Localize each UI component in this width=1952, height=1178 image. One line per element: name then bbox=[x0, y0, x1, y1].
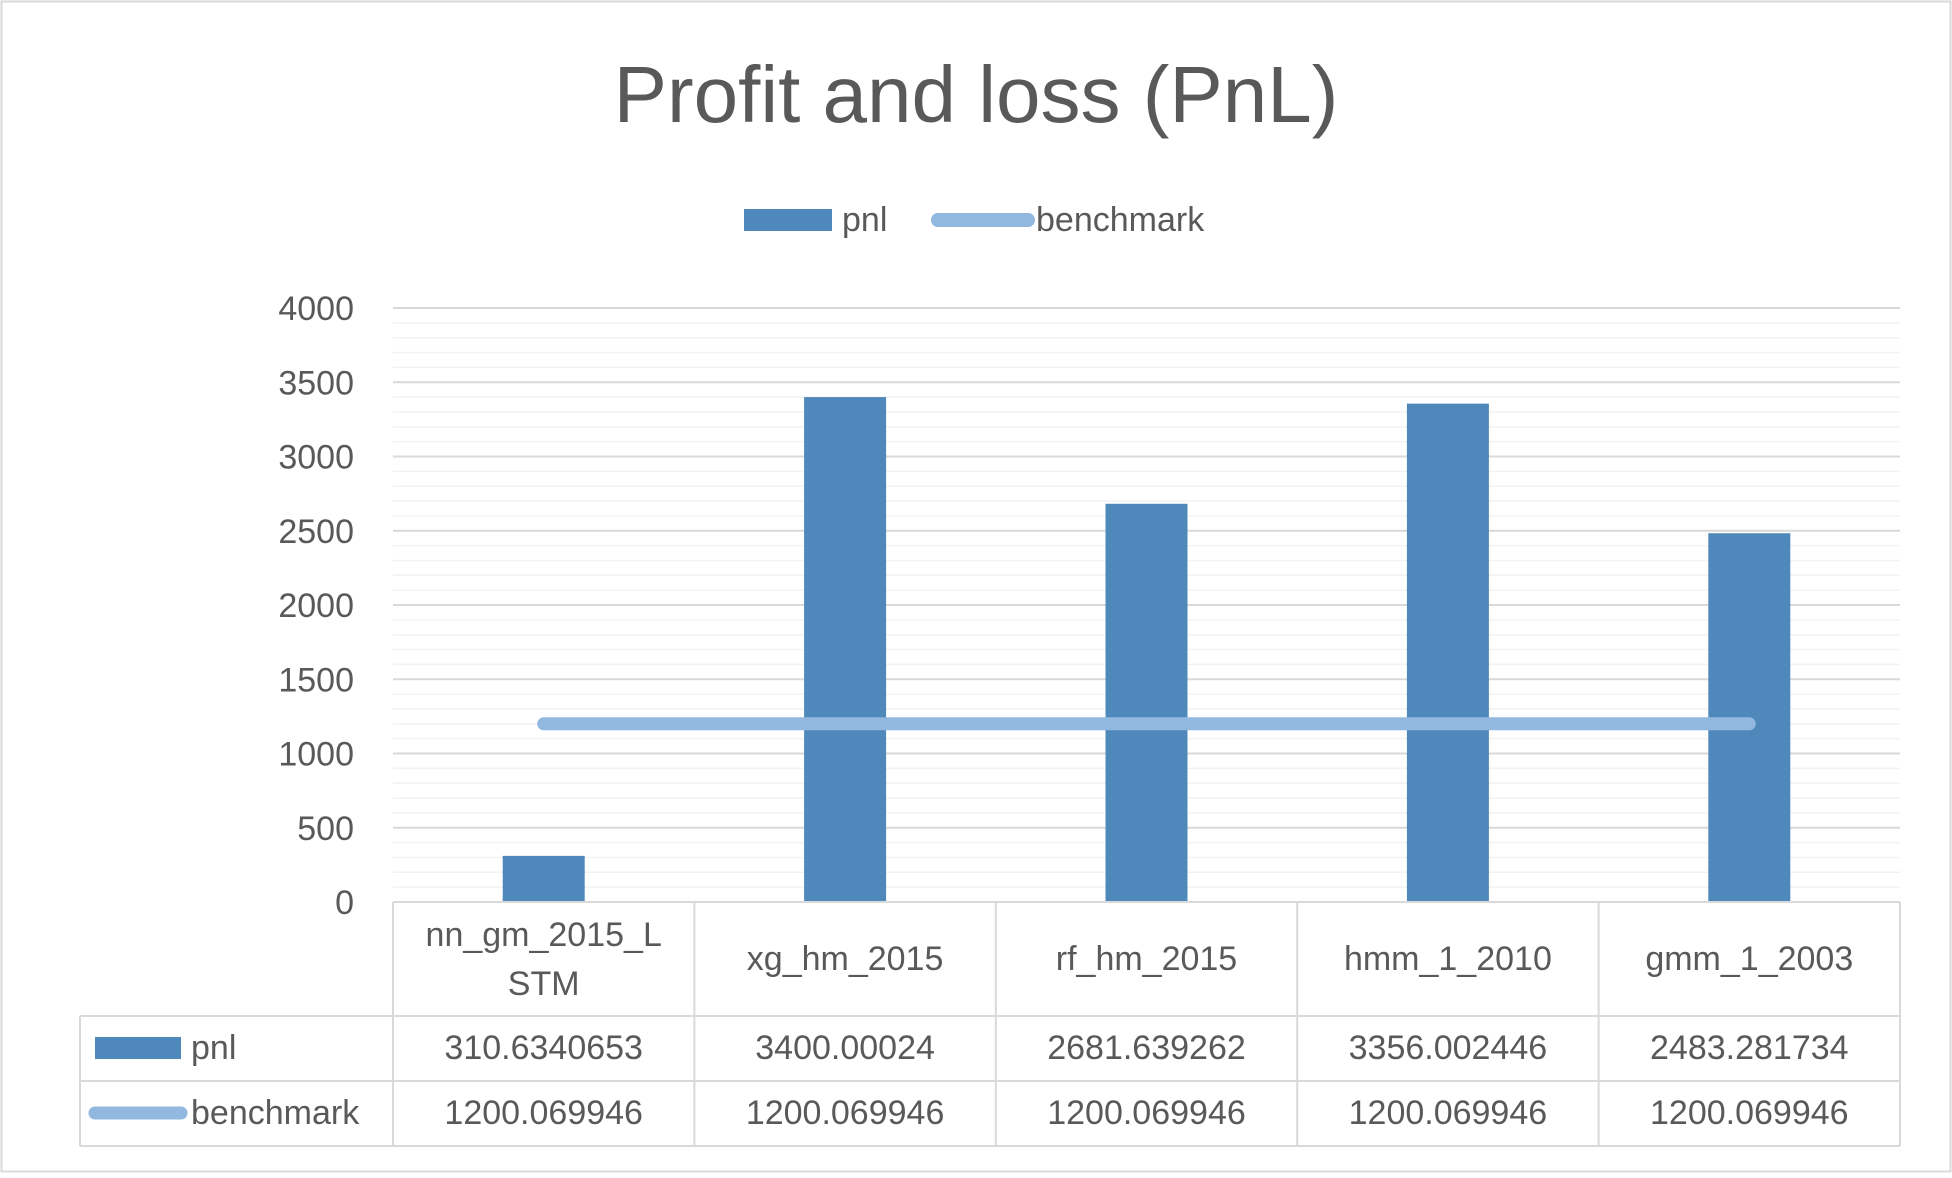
legend-swatch-pnl bbox=[744, 209, 832, 231]
table-cell-value: 1200.069946 bbox=[1047, 1094, 1246, 1132]
table-cell-value: 1200.069946 bbox=[746, 1094, 945, 1132]
table-cell-value: 310.6340653 bbox=[444, 1029, 643, 1067]
y-tick-label: 3500 bbox=[278, 364, 354, 402]
data-table: nn_gm_2015_L STM xg_hm_2015 rf_hm_2015 hmm_1… bbox=[79, 901, 1901, 1147]
table-row-header-pnl: pnl bbox=[191, 1029, 236, 1067]
table-cell-value: 3356.002446 bbox=[1349, 1029, 1548, 1067]
y-tick-label: 1000 bbox=[278, 736, 354, 774]
legend-label-benchmark: benchmark bbox=[1036, 201, 1205, 239]
y-tick-label: 500 bbox=[297, 810, 354, 848]
pnl-bar bbox=[502, 855, 585, 902]
table-cell-value: 3400.00024 bbox=[755, 1029, 935, 1067]
category-label: rf_hm_2015 bbox=[1056, 940, 1237, 978]
y-tick-label: 3000 bbox=[278, 439, 354, 477]
y-axis-tick-labels: 0 500 1000 1500 2000 2500 3000 3500 4000 bbox=[278, 290, 354, 922]
chart-title: Profit and loss (PnL) bbox=[614, 50, 1339, 139]
legend-label-pnl: pnl bbox=[842, 201, 887, 239]
table-cell-value: 1200.069946 bbox=[1349, 1094, 1548, 1132]
pnl-bars bbox=[502, 397, 1791, 902]
pnl-bar bbox=[804, 397, 887, 902]
y-tick-label: 4000 bbox=[278, 290, 354, 328]
y-tick-label: 1500 bbox=[278, 661, 354, 699]
table-cell-value: 2483.281734 bbox=[1650, 1029, 1849, 1067]
table-key-pnl bbox=[95, 1037, 181, 1059]
category-label: xg_hm_2015 bbox=[747, 940, 944, 978]
legend: pnl benchmark bbox=[744, 201, 1205, 239]
table-row-header-benchmark: benchmark bbox=[191, 1094, 360, 1132]
y-tick-label: 2500 bbox=[278, 513, 354, 551]
y-tick-label: 0 bbox=[335, 884, 354, 922]
pnl-bar bbox=[1406, 403, 1489, 902]
table-cell-value: 1200.069946 bbox=[1650, 1094, 1849, 1132]
pnl-bar bbox=[1105, 503, 1188, 902]
table-cell-value: 2681.639262 bbox=[1047, 1029, 1246, 1067]
category-label: hmm_1_2010 bbox=[1344, 940, 1552, 978]
table-cell-value: 1200.069946 bbox=[444, 1094, 643, 1132]
category-label: gmm_1_2003 bbox=[1645, 940, 1853, 978]
y-tick-label: 2000 bbox=[278, 587, 354, 625]
category-label: nn_gm_2015_L STM bbox=[426, 916, 662, 1003]
